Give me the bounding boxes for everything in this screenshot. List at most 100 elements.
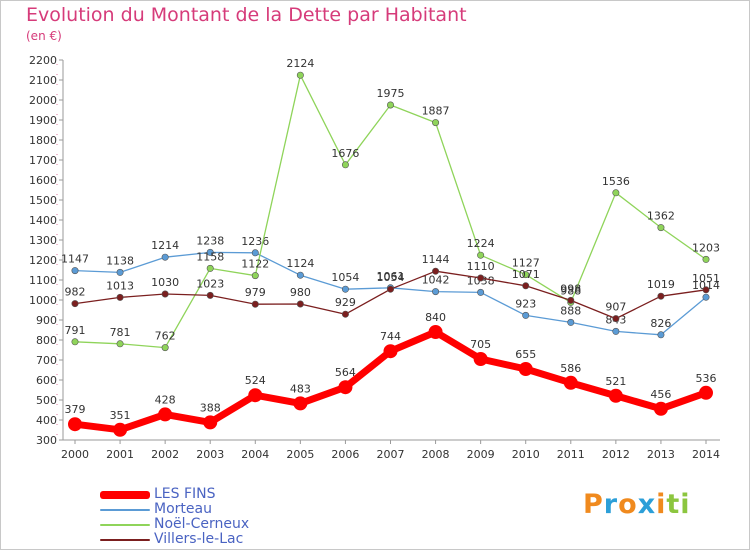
logo-letter: i bbox=[680, 489, 691, 520]
data-label: 1122 bbox=[241, 258, 269, 271]
data-label: 1236 bbox=[241, 235, 269, 248]
data-point bbox=[702, 293, 710, 301]
data-label: 456 bbox=[650, 388, 671, 401]
data-point bbox=[296, 271, 304, 279]
logo-letter: r bbox=[603, 489, 619, 520]
data-point bbox=[477, 274, 485, 282]
data-label: 1362 bbox=[647, 210, 675, 223]
data-label: 988 bbox=[560, 284, 581, 297]
data-label: 2124 bbox=[286, 57, 314, 70]
data-label: 826 bbox=[650, 317, 671, 330]
data-point bbox=[293, 396, 308, 411]
x-tick-label: 2000 bbox=[61, 448, 89, 461]
data-label: 536 bbox=[696, 372, 717, 385]
data-point bbox=[71, 300, 79, 308]
data-label: 655 bbox=[515, 348, 536, 361]
data-point bbox=[383, 344, 398, 359]
data-point bbox=[657, 224, 665, 232]
data-point bbox=[477, 251, 485, 259]
data-point bbox=[386, 101, 394, 109]
data-label: 1042 bbox=[422, 274, 450, 287]
data-label: 1014 bbox=[692, 279, 720, 292]
data-label: 1013 bbox=[106, 279, 134, 292]
y-tick-label: 1300 bbox=[29, 234, 57, 247]
data-point bbox=[68, 417, 82, 432]
y-tick-label: 2100 bbox=[29, 74, 57, 87]
data-point bbox=[203, 415, 218, 430]
data-point bbox=[612, 327, 620, 335]
y-tick-label: 1500 bbox=[29, 194, 57, 207]
data-point bbox=[296, 71, 304, 79]
logo-letter: x bbox=[637, 489, 657, 520]
data-point bbox=[657, 292, 665, 300]
legend-swatch bbox=[100, 490, 150, 499]
y-tick-label: 1600 bbox=[29, 174, 57, 187]
data-point bbox=[432, 288, 440, 296]
data-point bbox=[702, 255, 710, 263]
data-label: 907 bbox=[605, 301, 626, 314]
legend-item: Noël-Cerneux bbox=[100, 517, 249, 532]
data-point bbox=[251, 300, 259, 308]
data-point bbox=[251, 272, 259, 280]
data-label: 524 bbox=[245, 374, 266, 387]
data-point bbox=[518, 362, 533, 376]
data-label: 979 bbox=[245, 286, 266, 299]
data-point bbox=[522, 311, 530, 319]
data-point bbox=[71, 267, 79, 275]
data-label: 564 bbox=[335, 366, 356, 379]
logo-letter: i bbox=[656, 489, 667, 520]
x-tick-label: 2001 bbox=[106, 448, 134, 461]
data-label: 1061 bbox=[377, 270, 405, 283]
data-label: 1023 bbox=[196, 277, 224, 290]
logo-letter: o bbox=[618, 489, 638, 520]
chart-subtitle: (en €) bbox=[26, 29, 62, 43]
x-tick-label: 2005 bbox=[286, 448, 314, 461]
data-point bbox=[341, 310, 349, 318]
data-label: 388 bbox=[200, 401, 221, 414]
data-point bbox=[702, 286, 710, 294]
data-label: 1054 bbox=[331, 271, 359, 284]
y-tick-label: 300 bbox=[36, 434, 57, 447]
data-point bbox=[116, 293, 124, 301]
data-label: 351 bbox=[110, 409, 131, 422]
legend-label: LES FINS bbox=[154, 486, 216, 502]
data-point bbox=[657, 331, 665, 339]
y-tick-label: 800 bbox=[36, 334, 57, 347]
data-point bbox=[522, 271, 530, 279]
data-point bbox=[653, 401, 668, 416]
legend-label: Morteau bbox=[154, 501, 212, 517]
data-point bbox=[206, 264, 214, 272]
y-tick-label: 1400 bbox=[29, 214, 57, 227]
data-point bbox=[386, 285, 394, 293]
y-tick-label: 700 bbox=[36, 354, 57, 367]
data-point bbox=[341, 285, 349, 293]
data-point bbox=[563, 375, 578, 390]
data-point bbox=[71, 338, 79, 346]
legend-item: Morteau bbox=[100, 502, 249, 517]
data-point bbox=[428, 325, 443, 339]
data-point bbox=[338, 380, 353, 395]
y-tick-label: 600 bbox=[36, 374, 57, 387]
legend-swatch bbox=[100, 508, 150, 511]
legend-label: Villers-le-Lac bbox=[154, 531, 244, 547]
x-tick-label: 2008 bbox=[422, 448, 450, 461]
y-tick-label: 400 bbox=[36, 414, 57, 427]
data-point bbox=[251, 249, 259, 257]
data-label: 1138 bbox=[106, 254, 134, 267]
y-tick-label: 2000 bbox=[29, 94, 57, 107]
data-point bbox=[248, 388, 263, 403]
legend-item: Villers-le-Lac bbox=[100, 532, 249, 547]
x-tick-label: 2010 bbox=[512, 448, 540, 461]
data-label: 840 bbox=[425, 311, 446, 324]
legend-label: Noël-Cerneux bbox=[154, 516, 250, 532]
data-label: 998 bbox=[560, 282, 581, 295]
data-label: 1124 bbox=[286, 257, 314, 270]
data-label: 1676 bbox=[331, 147, 359, 160]
x-tick-label: 2004 bbox=[241, 448, 269, 461]
data-label: 781 bbox=[110, 326, 131, 339]
data-label: 762 bbox=[155, 330, 176, 343]
y-tick-label: 1700 bbox=[29, 154, 57, 167]
chart-title: Evolution du Montant de la Dette par Hab… bbox=[26, 4, 467, 26]
